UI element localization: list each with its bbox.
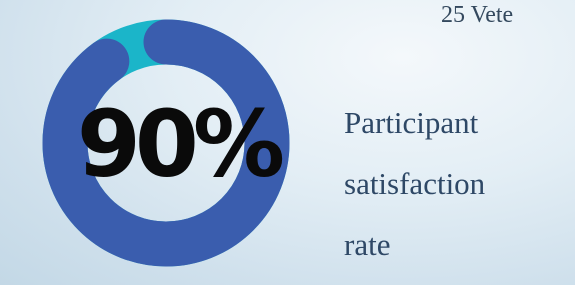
page: 90% 25 Vete Participant satisfaction rat… <box>0 0 575 285</box>
description-line: rate <box>344 214 574 275</box>
description-line: Participant <box>344 92 574 153</box>
stat-label: 90% <box>77 90 283 197</box>
description-line: satisfaction <box>344 153 574 214</box>
description: Participant satisfaction rate <box>344 92 574 275</box>
top-text: 25 Vete <box>441 2 513 29</box>
